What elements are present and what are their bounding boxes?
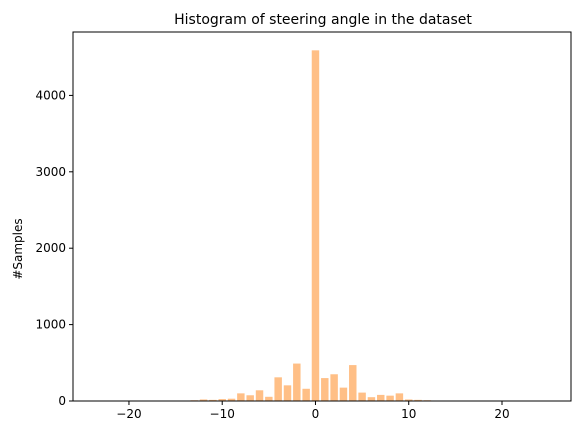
plot-frame bbox=[72, 31, 572, 402]
y-axis-label: #Samples bbox=[11, 218, 25, 279]
histogram-bar bbox=[367, 397, 376, 401]
chart-title: Histogram of steering angle in the datas… bbox=[174, 12, 472, 28]
y-tick-label: 3000 bbox=[35, 165, 66, 179]
histogram-bar bbox=[339, 387, 348, 401]
y-tick-label: 4000 bbox=[35, 88, 66, 102]
histogram-bar bbox=[395, 393, 404, 401]
y-tick-label: 0 bbox=[58, 394, 66, 408]
histogram-bar bbox=[302, 388, 310, 401]
histogram-bar bbox=[377, 394, 385, 401]
histogram-bar bbox=[265, 396, 273, 401]
x-tick-label: 10 bbox=[401, 407, 416, 421]
histogram-bar bbox=[199, 399, 208, 401]
histogram-bar bbox=[414, 399, 422, 401]
y-axis-ticks: 0 1000 2000 3000 4000 bbox=[35, 88, 73, 408]
bars-group bbox=[190, 50, 432, 402]
histogram-bar bbox=[311, 50, 320, 402]
histogram-bar bbox=[330, 374, 338, 401]
histogram-bar bbox=[283, 385, 292, 401]
histogram-bar bbox=[218, 399, 226, 401]
x-tick-label: −10 bbox=[210, 407, 235, 421]
histogram-bar bbox=[358, 392, 366, 401]
x-tick-label: −20 bbox=[116, 407, 141, 421]
histogram-bar bbox=[209, 399, 217, 401]
x-axis-ticks: −20 −10 0 10 20 bbox=[116, 401, 510, 421]
histogram-bar bbox=[349, 365, 357, 401]
x-tick-label: 20 bbox=[494, 407, 509, 421]
histogram-bar bbox=[405, 399, 413, 401]
histogram-bar bbox=[386, 395, 394, 401]
histogram-bar bbox=[246, 395, 254, 401]
x-tick-label: 0 bbox=[312, 407, 320, 421]
y-tick-label: 1000 bbox=[35, 318, 66, 332]
histogram-bar bbox=[227, 398, 236, 401]
histogram-bar bbox=[293, 363, 301, 401]
histogram-bar bbox=[274, 377, 282, 401]
histogram-bar bbox=[237, 393, 245, 401]
histogram-bar bbox=[321, 378, 329, 401]
histogram-bar bbox=[255, 390, 264, 401]
y-tick-label: 2000 bbox=[35, 241, 66, 255]
